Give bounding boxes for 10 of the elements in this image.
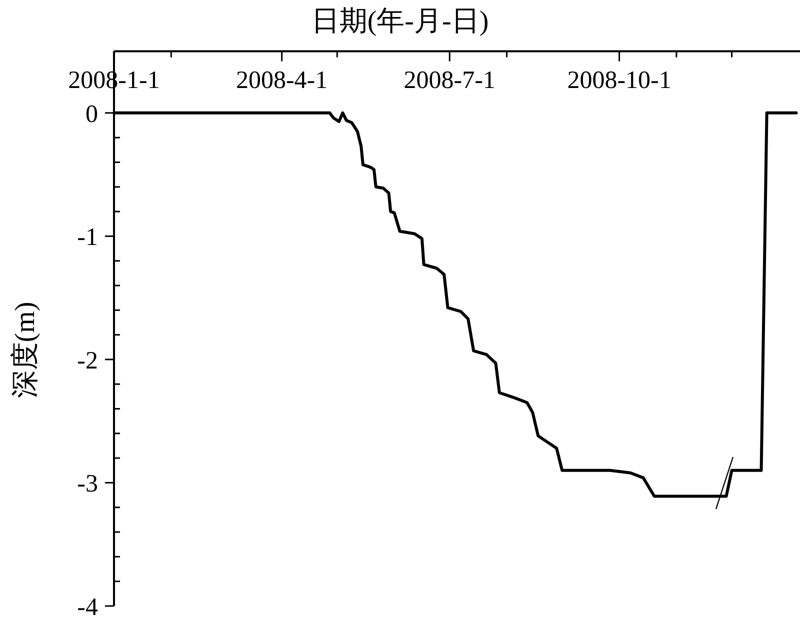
x-axis-title: 日期(年-月-日) xyxy=(311,6,489,37)
x-tick-label: 2008-10-1 xyxy=(567,67,672,94)
y-axis-title: 深度(m) xyxy=(10,302,41,398)
y-tick-label: -1 xyxy=(77,224,98,252)
x-tick-label: 2008-7-1 xyxy=(404,67,496,94)
y-tick-label: 0 xyxy=(86,100,98,128)
y-tick-label: -4 xyxy=(77,594,98,620)
y-tick-label: -2 xyxy=(77,347,98,374)
y-tick-label: -3 xyxy=(77,470,98,498)
x-tick-label: 2008-4-1 xyxy=(236,67,328,94)
